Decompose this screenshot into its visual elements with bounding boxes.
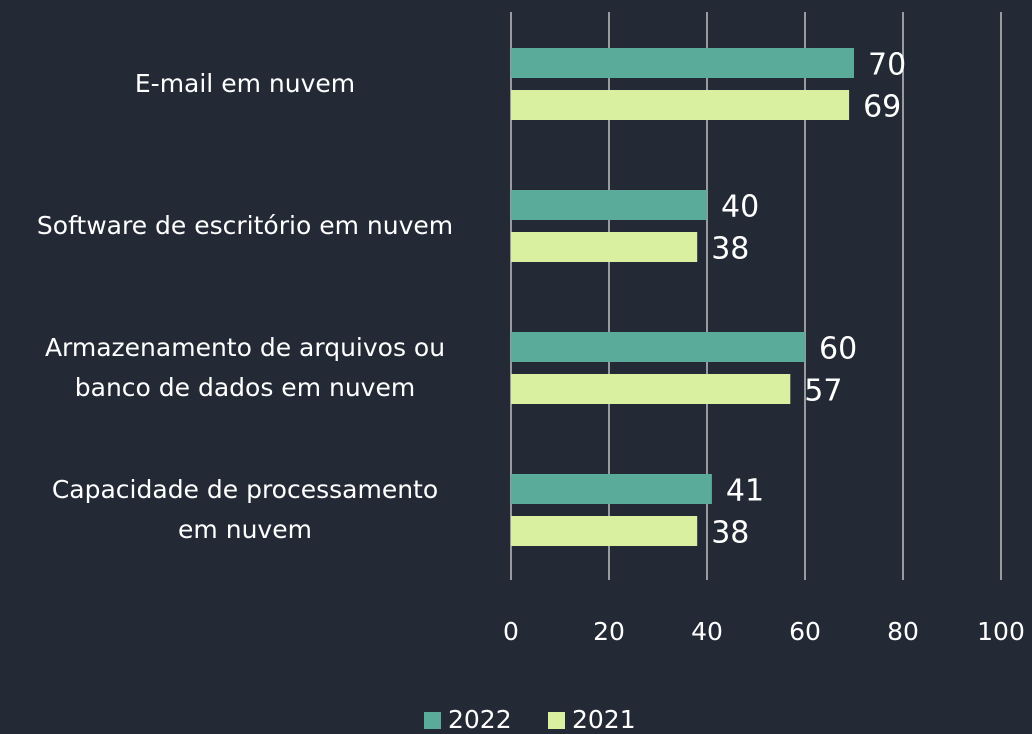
x-tick-label: 80 bbox=[887, 617, 919, 646]
x-tick-label: 20 bbox=[593, 617, 625, 646]
y-tick-label: Capacidade de processamento em nuvem bbox=[51, 475, 439, 544]
y-tick-label: E-mail em nuvem bbox=[134, 69, 356, 98]
x-tick-label: 60 bbox=[789, 617, 821, 646]
bar bbox=[511, 190, 707, 220]
legend-label: 2022 bbox=[448, 705, 512, 734]
legend-swatch bbox=[548, 712, 565, 729]
data-label: 41 bbox=[726, 474, 764, 509]
data-label: 69 bbox=[863, 90, 901, 125]
x-tick-label: 100 bbox=[977, 617, 1025, 646]
bar bbox=[511, 474, 712, 504]
bar bbox=[511, 232, 698, 262]
data-label: 70 bbox=[868, 48, 906, 83]
data-label: 40 bbox=[721, 190, 759, 225]
x-tick-label: 0 bbox=[503, 617, 519, 646]
data-label: 38 bbox=[711, 516, 749, 551]
bar bbox=[511, 516, 698, 546]
bar bbox=[511, 90, 850, 120]
legend-swatch bbox=[424, 712, 441, 729]
legend-label: 2021 bbox=[572, 705, 636, 734]
y-tick-label: Armazenamento de arquivos ou banco de da… bbox=[44, 333, 446, 402]
bar bbox=[511, 374, 791, 404]
data-label: 57 bbox=[804, 374, 842, 409]
bar bbox=[511, 332, 805, 362]
data-label: 60 bbox=[819, 332, 857, 367]
y-tick-label: Software de escritório em nuvem bbox=[36, 211, 454, 240]
bar bbox=[511, 48, 854, 78]
data-label: 38 bbox=[711, 232, 749, 267]
x-tick-label: 40 bbox=[691, 617, 723, 646]
